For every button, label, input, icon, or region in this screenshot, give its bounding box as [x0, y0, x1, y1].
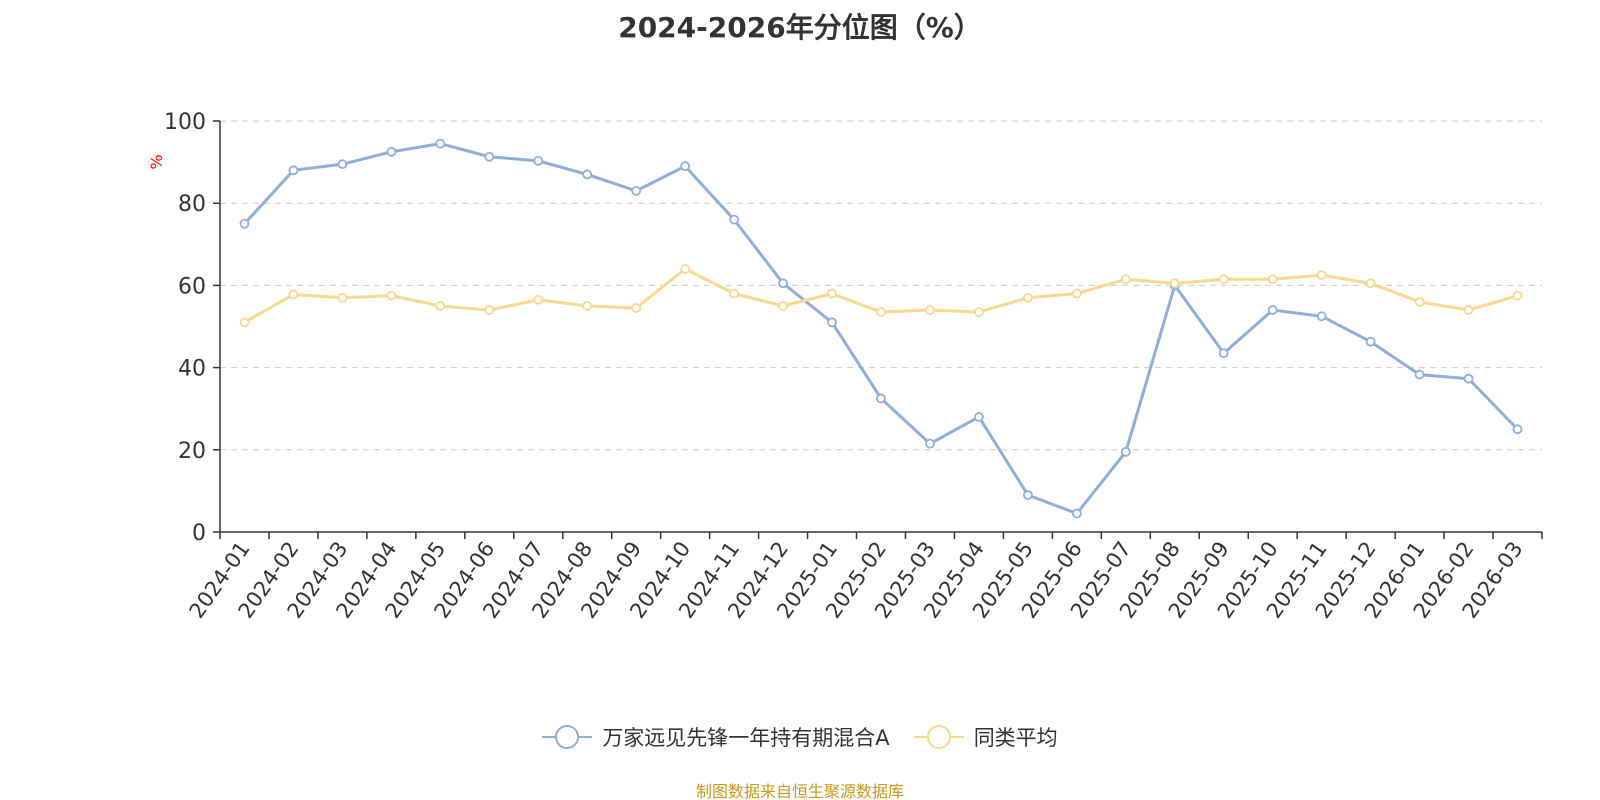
y-tick-label-100: 100 — [164, 110, 206, 135]
data-point-s0-2026-02 — [1463, 373, 1474, 384]
data-point-s0-2024-01 — [239, 218, 250, 229]
data-point-s1-2024-04 — [386, 290, 397, 301]
data-point-s1-2026-03 — [1512, 290, 1523, 301]
source-note: 制图数据来自恒生聚源数据库 — [695, 782, 904, 800]
data-point-s1-2025-12 — [1365, 278, 1376, 289]
data-point-s0-2026-03 — [1512, 424, 1523, 435]
data-point-s1-2025-04 — [974, 307, 984, 318]
data-point-s0-2024-09 — [631, 185, 642, 196]
chart-title: 2024-2026年分位图（%） — [618, 11, 982, 44]
data-point-s1-2024-08 — [582, 301, 593, 311]
legend-item-peer-average[interactable]: 同类平均 — [913, 722, 1058, 752]
data-point-s0-2025-12 — [1365, 336, 1376, 347]
grid-lines — [220, 120, 1542, 451]
data-point-s1-2025-05 — [1022, 292, 1033, 303]
data-point-s1-2026-01 — [1414, 296, 1425, 307]
data-point-s1-2025-03 — [925, 305, 935, 315]
data-point-s1-2024-11 — [729, 288, 740, 299]
y-tick-label-20: 20 — [178, 439, 206, 464]
data-point-s0-2024-10 — [680, 161, 691, 172]
legend-label-peer-average: 同类平均 — [973, 726, 1058, 750]
data-point-s1-2025-07 — [1120, 274, 1131, 285]
data-point-s1-2025-09 — [1218, 274, 1229, 285]
data-point-s0-2024-04 — [386, 146, 397, 157]
data-point-s0-2025-01 — [827, 317, 837, 328]
data-point-s0-2026-01 — [1414, 369, 1425, 380]
data-point-s0-2024-11 — [729, 214, 740, 225]
data-point-s0-2025-10 — [1267, 305, 1278, 315]
data-point-s0-2025-11 — [1316, 311, 1327, 322]
data-point-s0-2024-08 — [582, 169, 593, 180]
series-points — [239, 138, 1523, 519]
data-point-s0-2024-02 — [288, 165, 299, 176]
axes: 020406080100%2024-012024-022024-032024-0… — [147, 110, 1543, 623]
data-point-s1-2024-12 — [778, 301, 788, 311]
legend-marker-fund — [542, 725, 593, 749]
data-point-s1-2024-02 — [288, 289, 299, 300]
y-tick-label-0: 0 — [192, 521, 206, 546]
data-point-s0-2024-05 — [435, 138, 446, 149]
data-point-s0-2024-06 — [484, 151, 495, 162]
data-point-s1-2024-09 — [631, 303, 642, 313]
data-point-s1-2024-03 — [337, 292, 348, 303]
data-point-s1-2024-01 — [239, 317, 250, 328]
data-point-s1-2025-10 — [1267, 274, 1278, 285]
data-point-s1-2024-07 — [533, 294, 544, 305]
y-axis-label: % — [147, 154, 166, 169]
y-tick-label-80: 80 — [178, 192, 206, 217]
data-point-s1-2025-11 — [1316, 270, 1327, 281]
data-point-s1-2025-06 — [1071, 288, 1082, 299]
data-point-s1-2026-02 — [1463, 305, 1474, 315]
data-point-s0-2025-09 — [1218, 348, 1229, 359]
series-line-0 — [243, 142, 1519, 516]
data-point-s0-2024-07 — [533, 155, 544, 166]
data-point-s0-2024-03 — [337, 159, 348, 170]
data-point-s1-2024-05 — [435, 301, 446, 311]
y-tick-label-60: 60 — [178, 274, 206, 299]
data-point-s1-2025-08 — [1169, 278, 1180, 289]
data-point-s1-2024-10 — [680, 264, 691, 274]
data-point-s0-2025-03 — [925, 438, 935, 449]
legend: 万家远见先锋一年持有期混合A 同类平均 — [0, 722, 1600, 752]
series-lines — [243, 142, 1519, 516]
data-point-s0-2025-02 — [876, 393, 886, 404]
data-point-s0-2024-12 — [778, 278, 788, 289]
legend-marker-peer-average — [913, 725, 964, 749]
data-point-s0-2025-07 — [1120, 446, 1131, 457]
y-tick-label-40: 40 — [178, 357, 206, 382]
data-point-s0-2025-05 — [1022, 490, 1033, 500]
data-point-s1-2025-01 — [827, 288, 837, 299]
data-point-s0-2025-06 — [1071, 508, 1082, 519]
legend-label-fund: 万家远见先锋一年持有期混合A — [602, 726, 890, 750]
data-point-s1-2024-06 — [484, 305, 495, 315]
legend-item-fund[interactable]: 万家远见先锋一年持有期混合A — [542, 722, 890, 752]
data-point-s1-2025-02 — [876, 307, 886, 318]
data-point-s0-2025-04 — [974, 412, 984, 422]
